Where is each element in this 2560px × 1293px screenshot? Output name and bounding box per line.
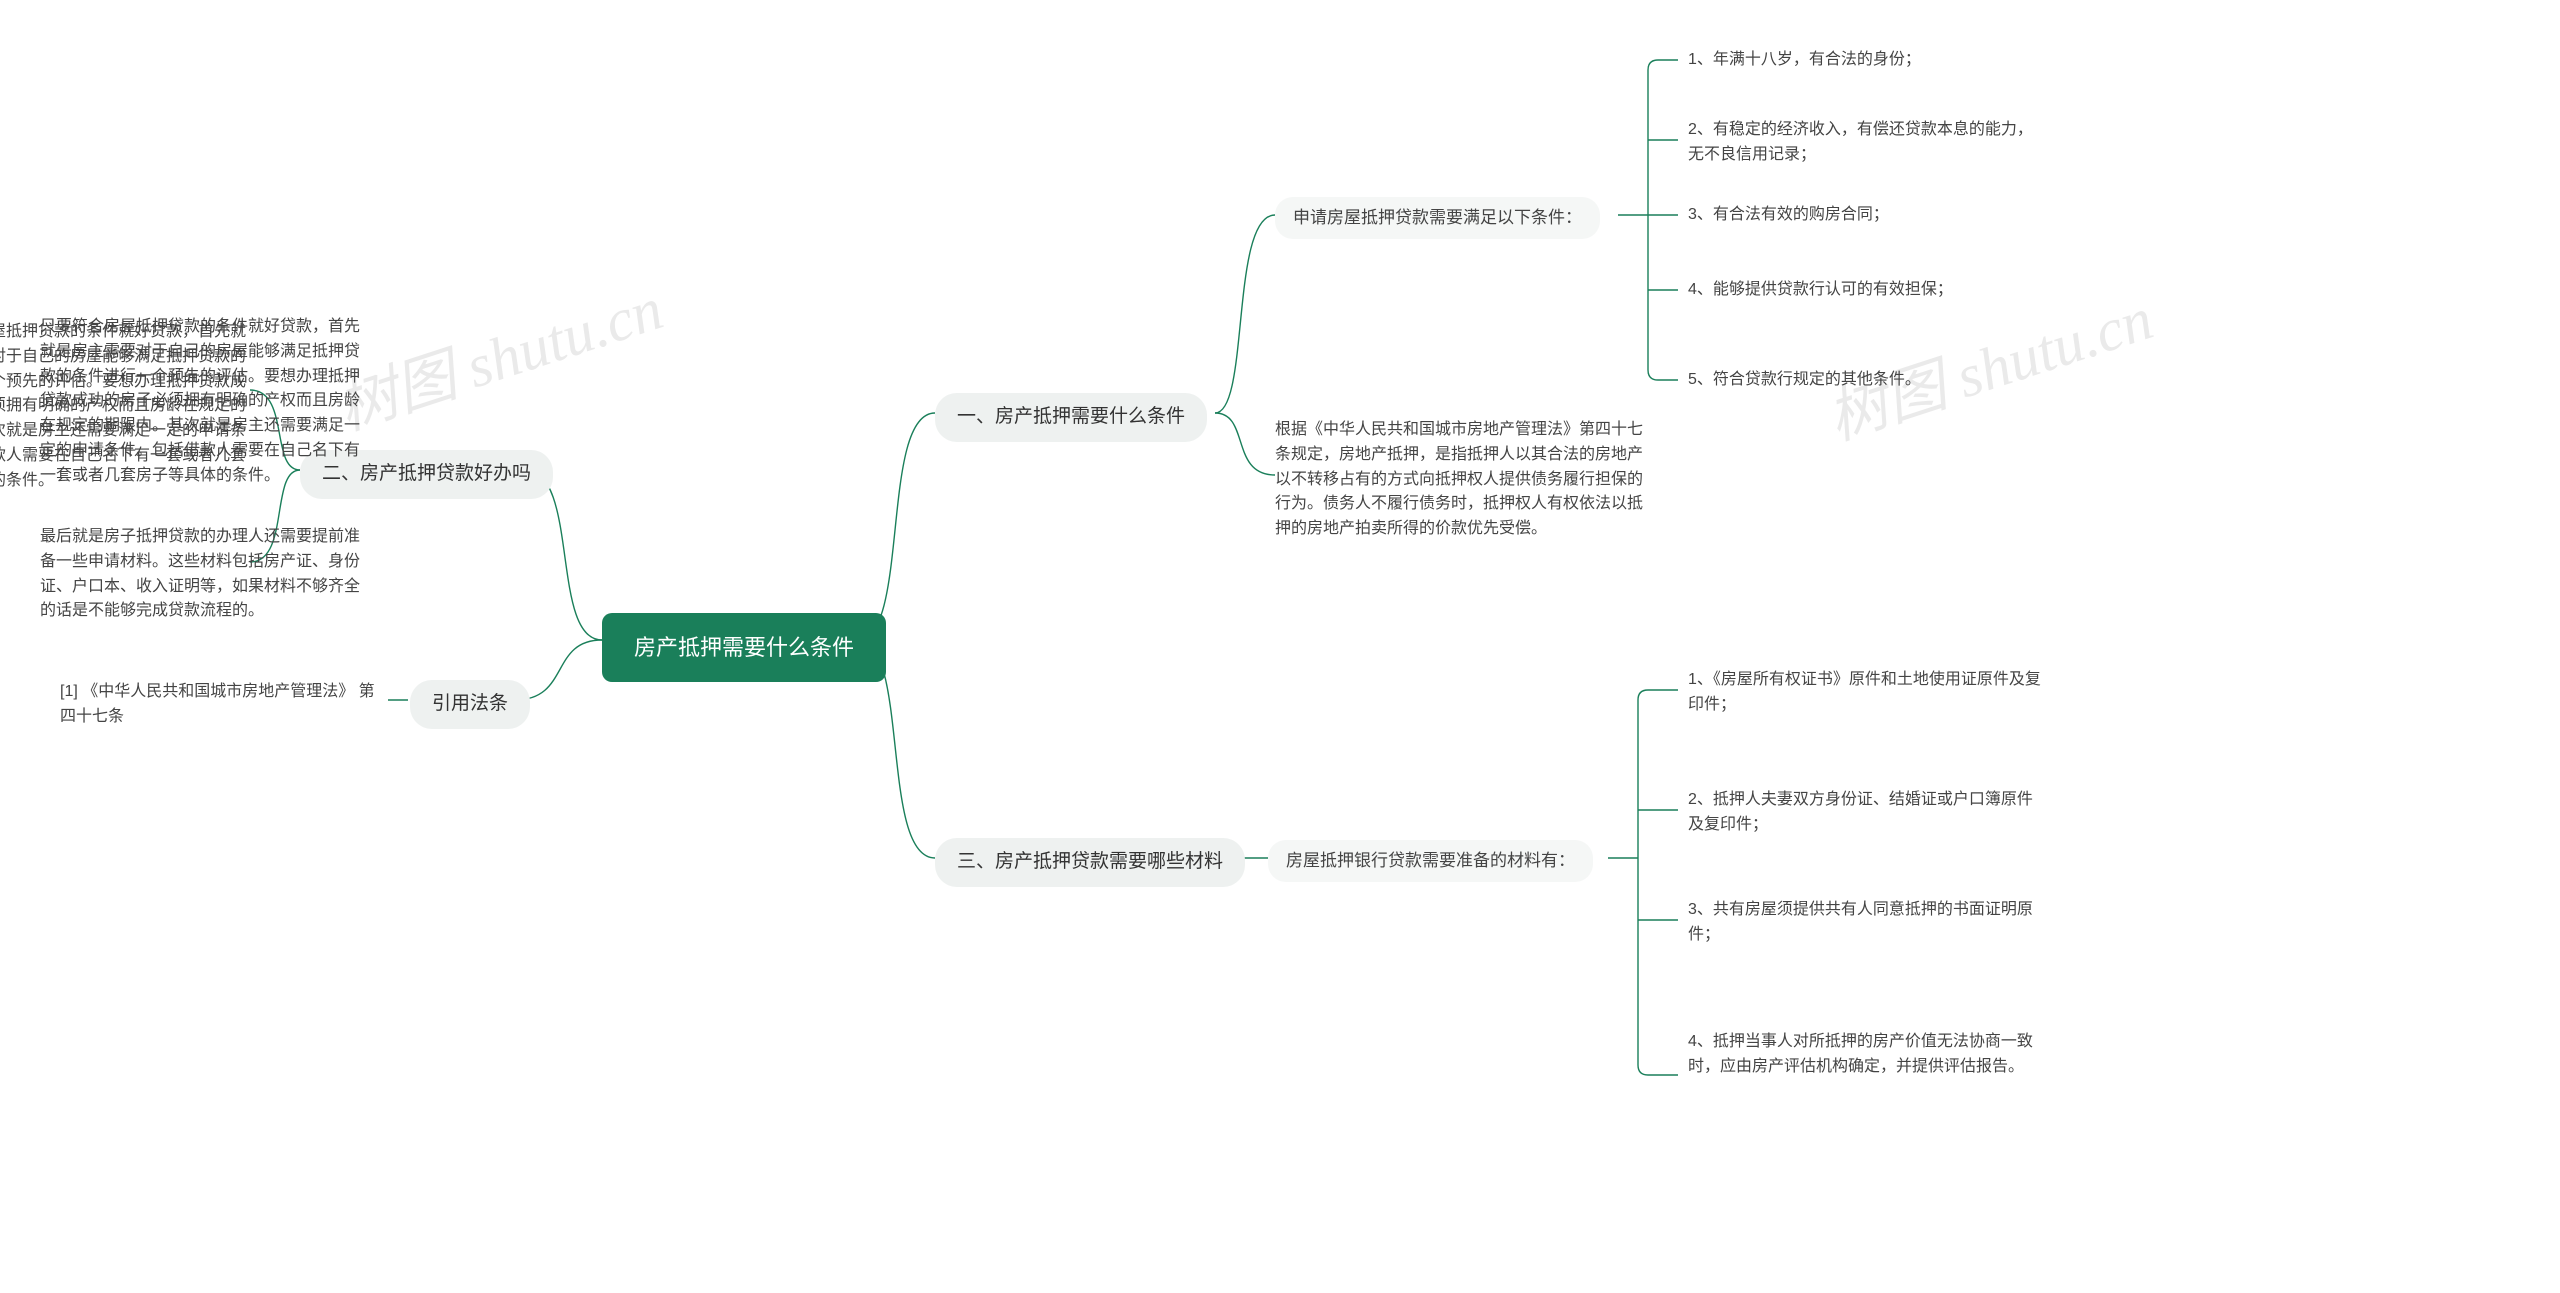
branch-2-leaf-1: 只要符合房屋抵押贷款的条件就好贷款，首先就是房主需要对于自己的房屋能够满足抵押贷… xyxy=(40,315,370,489)
b1-s1-leaf-3: 3、有合法有效的购房合同； xyxy=(1688,203,1889,228)
branch-1-sub-1: 申请房屋抵押贷款需要满足以下条件： xyxy=(1275,197,1600,239)
branch-3-sub-1: 房屋抵押银行贷款需要准备的材料有： xyxy=(1268,840,1593,882)
b3-s1-leaf-3: 3、共有房屋须提供共有人同意抵押的书面证明原件； xyxy=(1688,898,2048,948)
branch-1: 一、房产抵押需要什么条件 xyxy=(935,393,1207,442)
branch-1-sub-2: 根据《中华人民共和国城市房地产管理法》第四十七条规定，房地产抵押，是指抵押人以其… xyxy=(1275,418,1645,542)
b1-s1-leaf-4: 4、能够提供贷款行认可的有效担保； xyxy=(1688,278,1953,303)
branch-2-leaf-2: 最后就是房子抵押贷款的办理人还需要提前准备一些申请材料。这些材料包括房产证、身份… xyxy=(40,525,370,624)
b1-s1-leaf-1: 1、年满十八岁，有合法的身份； xyxy=(1688,48,1921,73)
b3-s1-leaf-2: 2、抵押人夫妻双方身份证、结婚证或户口簿原件及复印件； xyxy=(1688,788,2048,838)
watermark-1: 树图 shutu.cn xyxy=(325,260,672,447)
branch-4-leaf: [1] 《中华人民共和国城市房地产管理法》 第四十七条 xyxy=(60,680,390,730)
branch-4: 引用法条 xyxy=(410,680,530,729)
b3-s1-leaf-1: 1、《房屋所有权证书》原件和土地使用证原件及复印件； xyxy=(1688,668,2048,718)
b3-s1-leaf-4: 4、抵押当事人对所抵押的房产价值无法协商一致时，应由房产评估机构确定，并提供评估… xyxy=(1688,1030,2048,1080)
root-node: 房产抵押需要什么条件 xyxy=(602,613,886,682)
b1-s1-leaf-5: 5、符合贷款行规定的其他条件。 xyxy=(1688,368,1921,393)
connectors-svg xyxy=(0,0,2560,1293)
b1-s1-leaf-2: 2、有稳定的经济收入，有偿还贷款本息的能力，无不良信用记录； xyxy=(1688,118,2048,168)
branch-3: 三、房产抵押贷款需要哪些材料 xyxy=(935,838,1245,887)
